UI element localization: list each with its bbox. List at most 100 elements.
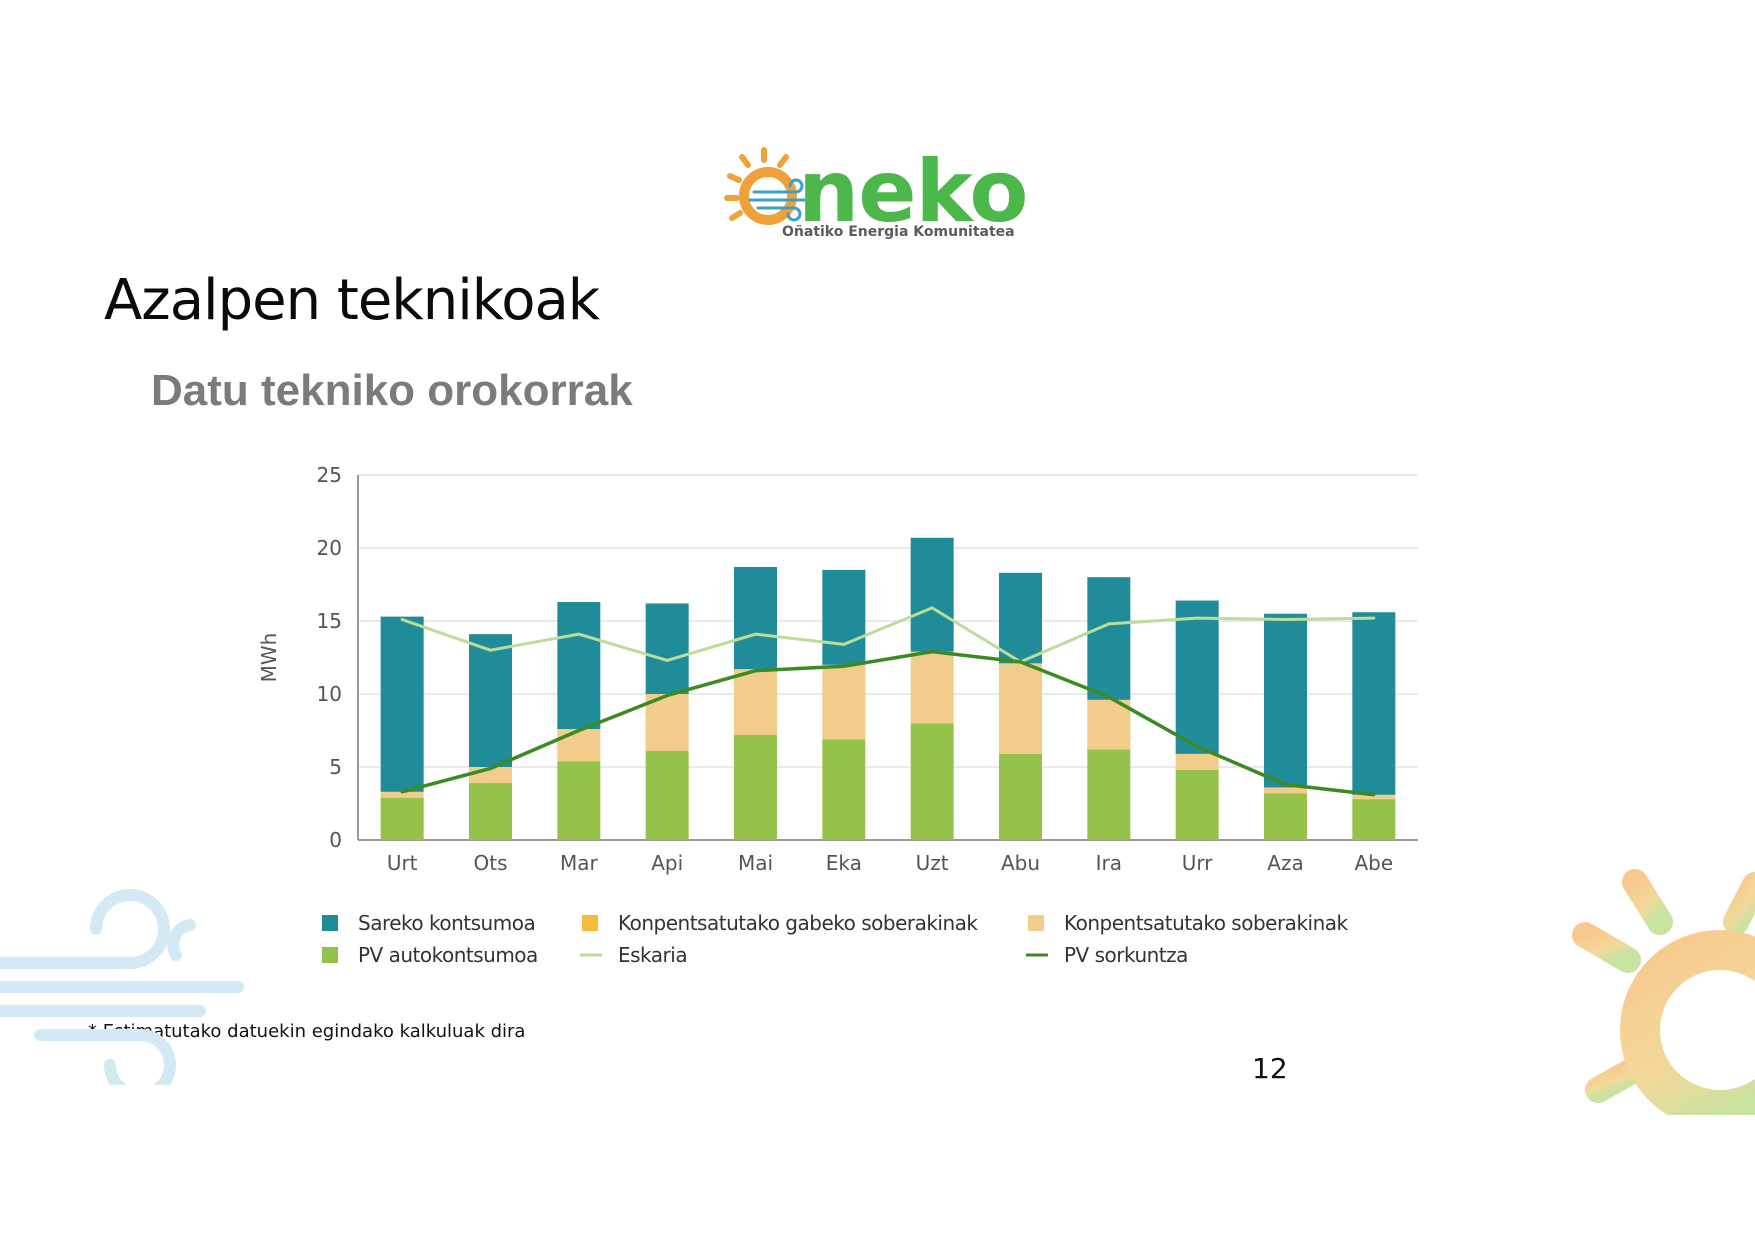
bar-segment <box>645 603 689 694</box>
bar-segment <box>734 734 777 840</box>
wind-decoration-icon <box>0 889 244 1085</box>
page-subtitle: Datu tekniko orokorrak <box>151 366 633 415</box>
bar-segment <box>1352 612 1396 795</box>
x-tick-label: Api <box>651 851 683 875</box>
bar-segment <box>1352 794 1396 800</box>
line-point <box>577 729 581 732</box>
x-tick-label: Ira <box>1096 851 1122 875</box>
bar-segment <box>999 572 1042 664</box>
energy-chart: 0 5 10 15 20 25 MWh Urt Ots Mar Api Mai Eka Uzt Abu Ira… <box>257 463 1418 967</box>
x-tick-label: Ots <box>473 851 507 875</box>
line-point <box>577 632 581 636</box>
y-tick-label: 15 <box>317 609 342 633</box>
line-point <box>1195 745 1199 749</box>
bar-segment <box>1264 793 1307 840</box>
legend-label: PV sorkuntza <box>1064 943 1188 967</box>
bar-segment <box>1175 600 1219 754</box>
page-title: Azalpen teknikoak <box>104 268 600 333</box>
bar-segment <box>1087 699 1131 750</box>
bar-segment <box>910 723 954 840</box>
y-tick-label: 25 <box>317 463 342 487</box>
line-point <box>930 606 934 610</box>
y-tick-label: 0 <box>329 828 342 852</box>
line-point <box>842 664 846 668</box>
oneko-logo: neko Oñatiko Energia Komunitatea <box>724 142 1046 252</box>
legend-swatch <box>582 915 598 931</box>
y-axis-label: MWh <box>257 633 281 683</box>
line-point <box>754 669 757 673</box>
bar-segment <box>910 651 954 724</box>
sun-decoration-icon <box>1549 847 1755 1115</box>
bar-segment <box>1087 749 1131 840</box>
line-point <box>1019 660 1022 664</box>
x-tick-label: Mar <box>560 851 599 875</box>
bar-segment <box>1264 787 1307 794</box>
footnote: * Estimatutako datuekin egindako kalkulu… <box>88 1021 526 1042</box>
series-line <box>401 649 1375 797</box>
bar-segment <box>380 616 424 792</box>
sun-wind-icon <box>724 147 806 225</box>
y-tick-label: 5 <box>329 755 342 779</box>
bar-segment <box>380 797 424 840</box>
bar-segment <box>734 566 777 670</box>
bar-segment <box>557 761 601 840</box>
line-point <box>1107 622 1111 626</box>
bar-segment <box>999 663 1042 754</box>
series-line <box>401 606 1374 664</box>
bar-segment <box>734 669 777 735</box>
legend-label: Konpentsatutako gabeko soberakinak <box>618 911 978 935</box>
legend-swatch <box>1028 915 1044 931</box>
logo-tagline: Oñatiko Energia Komunitatea <box>782 224 1015 240</box>
bar-segment <box>469 783 512 840</box>
line-point <box>1107 695 1111 699</box>
bar-segment <box>822 569 866 665</box>
line-point <box>1372 616 1376 620</box>
line-point <box>400 618 404 622</box>
y-tick-label: 20 <box>317 536 342 560</box>
bar-segment <box>822 739 866 840</box>
line-point <box>1284 618 1287 622</box>
bar-segment <box>910 537 954 652</box>
x-tick-label: Urr <box>1182 851 1214 875</box>
legend-swatch <box>322 947 338 963</box>
legend-label: Eskaria <box>618 943 687 967</box>
page-number: 12 <box>1252 1052 1288 1085</box>
x-tick-label: Abu <box>1001 851 1040 875</box>
bar-segment <box>1175 769 1219 840</box>
x-tick-label: Abe <box>1354 851 1393 875</box>
line-point <box>1372 793 1376 797</box>
line-point <box>665 693 669 697</box>
line-point <box>489 766 492 770</box>
logo-wordmark: neko <box>798 142 1029 242</box>
x-tick-label: Uzt <box>916 851 949 875</box>
bar-segment <box>645 750 689 840</box>
legend-label: Konpentsatutako soberakinak <box>1064 911 1349 935</box>
x-tick-label: Urt <box>387 851 418 875</box>
bar-segment <box>557 602 601 730</box>
bar-segment <box>557 729 601 762</box>
bar-segment <box>645 694 689 751</box>
line-point <box>489 648 492 652</box>
line-point <box>1284 783 1287 787</box>
line-point <box>665 658 669 662</box>
bar-segment <box>380 791 424 798</box>
line-point <box>754 632 757 636</box>
bar-segment <box>1175 753 1219 770</box>
bar-segment <box>1264 613 1307 788</box>
legend-label: Sareko kontsumoa <box>358 911 535 935</box>
line-point <box>842 642 846 646</box>
bar-segment <box>999 753 1042 840</box>
x-tick-label: Mai <box>738 851 773 875</box>
x-tick-label: Eka <box>826 851 862 875</box>
bar-segment <box>1352 799 1396 840</box>
bar-segment <box>1087 577 1131 700</box>
line-point <box>930 650 934 654</box>
bar-segment <box>469 634 512 767</box>
x-tick-label: Aza <box>1267 851 1303 875</box>
bar-segment <box>822 664 866 740</box>
y-tick-label: 10 <box>317 682 342 706</box>
line-point <box>400 790 404 794</box>
line-point <box>1195 616 1199 620</box>
legend-swatch <box>322 915 338 931</box>
legend-label: PV autokontsumoa <box>358 943 538 967</box>
